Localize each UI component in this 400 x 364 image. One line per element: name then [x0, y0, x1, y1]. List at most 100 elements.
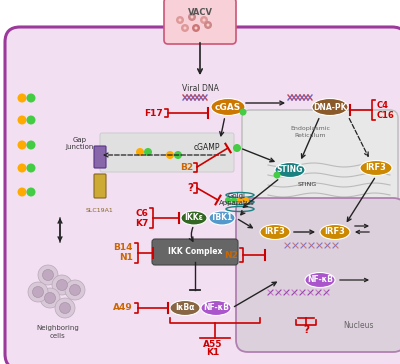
Text: Gap: Gap — [73, 137, 87, 143]
Text: Reticulum: Reticulum — [294, 133, 326, 138]
Circle shape — [32, 286, 44, 297]
Text: SLC19A1: SLC19A1 — [86, 208, 114, 213]
Text: B2: B2 — [180, 163, 193, 173]
FancyBboxPatch shape — [94, 174, 106, 198]
Circle shape — [240, 108, 246, 115]
Text: IRF3: IRF3 — [324, 228, 346, 237]
Text: ?: ? — [187, 183, 193, 193]
Circle shape — [18, 141, 26, 150]
Text: K7: K7 — [135, 218, 148, 228]
Circle shape — [178, 19, 182, 21]
Circle shape — [233, 144, 241, 152]
Text: C6: C6 — [135, 209, 148, 218]
Circle shape — [243, 197, 249, 203]
Circle shape — [26, 115, 36, 124]
Circle shape — [176, 16, 184, 24]
Text: Endoplasmic: Endoplasmic — [290, 126, 330, 131]
Circle shape — [274, 171, 280, 178]
Ellipse shape — [170, 301, 200, 316]
Text: cGAS: cGAS — [215, 103, 241, 111]
Text: K1: K1 — [206, 348, 220, 357]
Circle shape — [231, 197, 237, 203]
Text: F17: F17 — [144, 108, 163, 118]
Text: STING: STING — [298, 182, 317, 187]
FancyBboxPatch shape — [5, 27, 400, 364]
Circle shape — [42, 269, 54, 281]
Text: TBK1: TBK1 — [211, 214, 233, 222]
Text: NF-κB: NF-κB — [203, 304, 229, 313]
Text: IRF3: IRF3 — [366, 163, 386, 173]
Text: Golgi: Golgi — [228, 193, 246, 199]
Circle shape — [237, 197, 243, 203]
Circle shape — [204, 21, 212, 29]
Text: N2: N2 — [224, 250, 238, 260]
Text: STING: STING — [277, 166, 303, 174]
Ellipse shape — [201, 301, 231, 316]
Circle shape — [26, 94, 36, 103]
Circle shape — [38, 265, 58, 285]
Text: IκBα: IκBα — [175, 304, 195, 313]
Circle shape — [206, 24, 210, 27]
Circle shape — [136, 148, 144, 156]
Circle shape — [181, 24, 189, 32]
Text: A49: A49 — [113, 304, 133, 313]
Ellipse shape — [211, 99, 245, 115]
Ellipse shape — [305, 273, 335, 288]
Text: Nucleus: Nucleus — [343, 321, 373, 330]
Text: C4: C4 — [377, 100, 389, 110]
Ellipse shape — [312, 99, 348, 115]
Text: cGAMP: cGAMP — [194, 143, 220, 153]
Circle shape — [55, 298, 75, 318]
Text: Apparatus: Apparatus — [219, 200, 255, 206]
Text: IKK Complex: IKK Complex — [168, 248, 222, 257]
Circle shape — [26, 187, 36, 197]
Circle shape — [28, 282, 48, 302]
Circle shape — [144, 148, 152, 156]
Text: A55: A55 — [203, 340, 223, 349]
Text: NF-κB: NF-κB — [307, 276, 333, 285]
Text: cells: cells — [50, 333, 66, 339]
Text: N1: N1 — [119, 253, 133, 262]
Circle shape — [44, 293, 56, 304]
Circle shape — [40, 288, 60, 308]
Text: VACV: VACV — [188, 8, 212, 17]
Circle shape — [65, 280, 85, 300]
Circle shape — [18, 115, 26, 124]
Text: DNA-PK: DNA-PK — [313, 103, 347, 111]
Ellipse shape — [320, 225, 350, 240]
Circle shape — [225, 197, 231, 203]
Circle shape — [202, 19, 206, 21]
Circle shape — [18, 163, 26, 173]
Ellipse shape — [360, 161, 392, 175]
FancyBboxPatch shape — [152, 239, 238, 265]
FancyBboxPatch shape — [236, 198, 400, 352]
Text: B14: B14 — [114, 244, 133, 253]
Circle shape — [190, 16, 194, 19]
Circle shape — [194, 27, 198, 29]
Circle shape — [166, 151, 174, 159]
Text: Neighboring: Neighboring — [37, 325, 79, 331]
Circle shape — [184, 27, 186, 29]
Circle shape — [26, 141, 36, 150]
Text: IRF3: IRF3 — [264, 228, 286, 237]
Text: IKKε: IKKε — [184, 214, 204, 222]
Ellipse shape — [260, 225, 290, 240]
Text: Viral DNA: Viral DNA — [182, 84, 218, 93]
Circle shape — [188, 13, 196, 21]
Text: Junction: Junction — [66, 144, 94, 150]
Circle shape — [18, 94, 26, 103]
FancyBboxPatch shape — [164, 0, 236, 44]
Circle shape — [18, 187, 26, 197]
Circle shape — [56, 280, 68, 290]
Ellipse shape — [275, 162, 305, 178]
FancyBboxPatch shape — [100, 133, 234, 172]
Text: C16: C16 — [377, 111, 395, 119]
FancyBboxPatch shape — [94, 146, 106, 168]
Circle shape — [174, 151, 182, 159]
Text: ?: ? — [303, 325, 309, 335]
FancyBboxPatch shape — [242, 110, 398, 271]
Ellipse shape — [181, 211, 207, 225]
Circle shape — [52, 275, 72, 295]
Circle shape — [26, 163, 36, 173]
Circle shape — [70, 285, 80, 296]
